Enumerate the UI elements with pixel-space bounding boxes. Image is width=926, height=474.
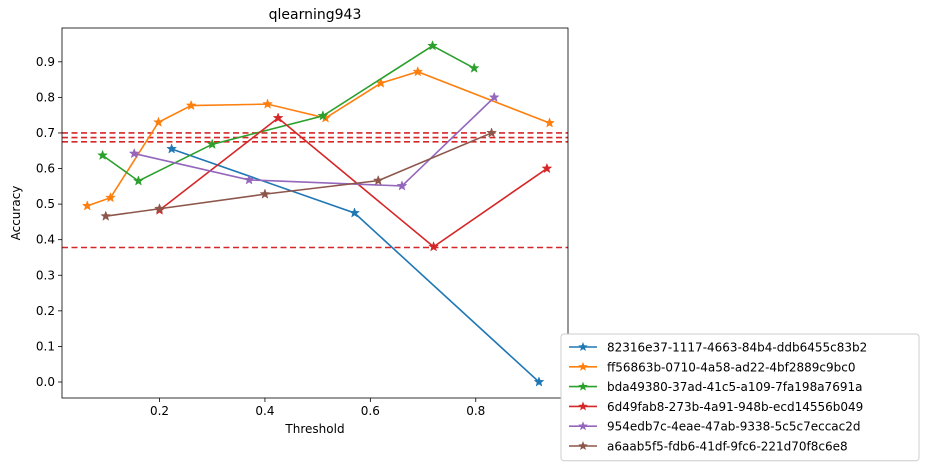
- legend-entry: 6d49fab8-273b-4a91-948b-ecd14556b049: [569, 400, 863, 414]
- series-layer: [81, 40, 555, 387]
- x-tick-label: 0.4: [255, 404, 274, 418]
- data-point: [544, 117, 555, 128]
- y-tick-label: 0.2: [36, 304, 55, 318]
- data-point: [206, 138, 218, 149]
- data-point: [427, 40, 438, 51]
- y-tick-label: 0.0: [36, 375, 55, 389]
- y-tick-label: 0.9: [36, 55, 55, 69]
- data-point: [428, 241, 440, 252]
- data-point: [372, 174, 384, 186]
- chart-title: qlearning943: [269, 7, 362, 23]
- data-point: [533, 376, 545, 387]
- series-1: [166, 143, 545, 387]
- y-axis: 0.0 0.1 0.2 0.3 0.4 0.5 0.6 0.7 0.8 0.9: [36, 55, 62, 389]
- data-point: [396, 180, 408, 191]
- legend-marker: [578, 421, 588, 431]
- y-tick-label: 0.8: [36, 90, 55, 104]
- series-5: [128, 91, 500, 191]
- legend-label: 82316e37-1117-4663-84b4-ddb6455c83b2: [607, 341, 867, 355]
- x-axis: 0.2 0.4 0.6 0.8: [150, 398, 485, 418]
- x-tick-label: 0.8: [466, 404, 485, 418]
- series-line: [134, 96, 495, 187]
- legend-label: ff56863b-0710-4a58-ad22-4bf2889c9bc0: [607, 360, 856, 374]
- legend-label: 6d49fab8-273b-4a91-948b-ecd14556b049: [607, 400, 863, 414]
- y-axis-label: Accuracy: [9, 186, 23, 241]
- data-point: [412, 66, 424, 77]
- data-point: [486, 127, 498, 138]
- reference-lines: [62, 132, 568, 249]
- legend: 82316e37-1117-4663-84b4-ddb6455c83b2 ff56…: [560, 333, 920, 462]
- x-tick-label: 0.2: [150, 404, 169, 418]
- series-6: [100, 127, 498, 221]
- y-tick-label: 0.7: [36, 126, 55, 140]
- y-tick-label: 0.5: [36, 197, 55, 211]
- x-axis-label: Threshold: [284, 422, 344, 436]
- data-point: [349, 207, 360, 218]
- data-point: [259, 188, 271, 199]
- data-point: [154, 203, 165, 214]
- legend-marker: [578, 441, 588, 451]
- legend-entry: 954edb7c-4eae-47ab-9338-5c5c7eccac2d: [569, 420, 861, 434]
- data-point: [185, 99, 197, 111]
- data-point: [166, 143, 178, 154]
- legend-marker: [578, 342, 588, 352]
- legend-entry: 82316e37-1117-4663-84b4-ddb6455c83b2: [569, 341, 867, 355]
- data-point: [97, 149, 109, 160]
- data-point: [541, 162, 553, 174]
- y-tick-label: 0.1: [36, 339, 55, 353]
- data-point: [100, 210, 112, 221]
- data-point: [81, 200, 93, 211]
- legend-marker: [578, 361, 588, 371]
- legend-label: 954edb7c-4eae-47ab-9338-5c5c7eccac2d: [607, 420, 861, 434]
- legend-entry: a6aab5f5-fdb6-41df-9fc6-221d70f8c6e8: [569, 440, 848, 454]
- data-point: [153, 116, 164, 127]
- legend-entry: ff56863b-0710-4a58-ad22-4bf2889c9bc0: [569, 360, 856, 374]
- legend-label: a6aab5f5-fdb6-41df-9fc6-221d70f8c6e8: [607, 440, 848, 454]
- legend-label: bda49380-37ad-41c5-a109-7fa198a7691a: [607, 380, 862, 394]
- data-point: [132, 175, 144, 186]
- y-tick-label: 0.3: [36, 268, 55, 282]
- y-tick-label: 0.6: [36, 162, 55, 176]
- x-tick-label: 0.6: [361, 404, 380, 418]
- plot-frame: [61, 27, 569, 399]
- data-point: [317, 110, 329, 121]
- data-point: [262, 98, 274, 109]
- series-line: [105, 132, 492, 217]
- data-point: [272, 112, 284, 123]
- legend-marker: [578, 381, 588, 391]
- data-point: [128, 147, 140, 159]
- data-point: [105, 191, 116, 203]
- y-tick-label: 0.4: [36, 233, 55, 247]
- series-line: [87, 70, 550, 207]
- series-line: [159, 116, 548, 248]
- legend-box: [560, 333, 920, 462]
- data-point: [488, 91, 500, 102]
- legend-entry: bda49380-37ad-41c5-a109-7fa198a7691a: [569, 380, 862, 394]
- series-3: [97, 40, 480, 186]
- data-point: [468, 62, 480, 73]
- legend-marker: [578, 401, 588, 411]
- series-line: [102, 44, 475, 182]
- data-point: [243, 174, 255, 185]
